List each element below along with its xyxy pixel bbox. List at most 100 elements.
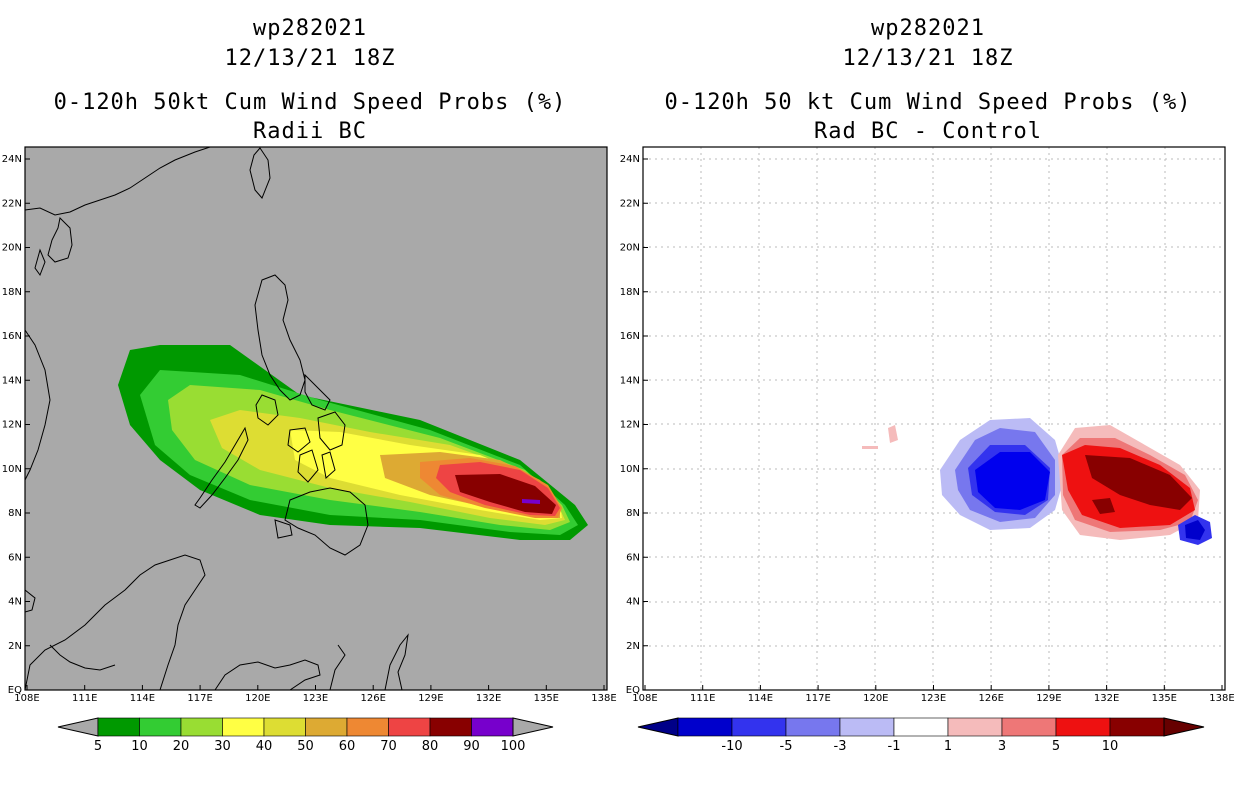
- colorbar-label: -3: [834, 739, 847, 754]
- left-axis-ticks: 108E 111E 114E 117E 120E 123E 126E 129E 132E 135E…: [2, 154, 617, 704]
- colorbar-label: 10: [1102, 739, 1119, 754]
- y-tick-label: 18N: [620, 287, 640, 298]
- y-tick-label: 24N: [620, 154, 640, 165]
- colorbar-label: 80: [422, 739, 439, 754]
- colorbar-max-arrow: [512, 717, 554, 737]
- colorbar-label: 5: [94, 739, 102, 754]
- right-difference-contours: [862, 418, 1212, 545]
- x-tick-label: 114E: [130, 693, 155, 704]
- right-title-storm-id: wp282021: [871, 16, 985, 41]
- colorbar-swatch: [222, 717, 265, 737]
- colorbar-swatch: [893, 717, 949, 737]
- colorbar-swatch: [97, 717, 140, 737]
- colorbar-label: 10: [131, 739, 148, 754]
- colorbar-label: 90: [463, 739, 480, 754]
- colorbar-label: 3: [998, 739, 1006, 754]
- y-tick-label: 6N: [626, 552, 640, 563]
- colorbar-swatch: [1109, 717, 1165, 737]
- x-tick-label: 117E: [187, 693, 212, 704]
- y-tick-label: 20N: [2, 243, 22, 254]
- colorbar-label: 1: [944, 739, 952, 754]
- colorbar-label: -10: [721, 739, 742, 754]
- y-tick-label: EQ: [626, 685, 640, 696]
- x-tick-label: 126E: [978, 693, 1003, 704]
- y-tick-label: 24N: [2, 154, 22, 165]
- left-colorbar: 5 10 20 30 40 50 60 70 80 90 100: [57, 717, 554, 754]
- x-tick-label: 138E: [591, 693, 616, 704]
- right-title-product: 0-120h 50 kt Cum Wind Speed Probs (%): [664, 90, 1192, 115]
- y-tick-label: 4N: [8, 597, 22, 608]
- y-tick-label: 14N: [2, 375, 22, 386]
- y-tick-label: 12N: [2, 420, 22, 431]
- y-tick-label: EQ: [8, 685, 22, 696]
- colorbar-swatch: [346, 717, 389, 737]
- x-tick-label: 108E: [14, 693, 39, 704]
- colorbar-swatch: [180, 717, 223, 737]
- y-tick-label: 8N: [8, 508, 22, 519]
- y-tick-label: 18N: [2, 287, 22, 298]
- y-tick-label: 10N: [2, 464, 22, 475]
- y-tick-label: 2N: [626, 641, 640, 652]
- right-title-date: 12/13/21 18Z: [842, 46, 1014, 71]
- y-tick-label: 4N: [626, 597, 640, 608]
- y-tick-label: 14N: [620, 375, 640, 386]
- x-tick-label: 135E: [534, 693, 559, 704]
- left-title-date: 12/13/21 18Z: [224, 46, 396, 71]
- y-tick-label: 20N: [620, 243, 640, 254]
- left-title-subtitle: Radii BC: [253, 119, 367, 144]
- left-title-product: 0-120h 50kt Cum Wind Speed Probs (%): [53, 90, 567, 115]
- right-axis-ticks: 108E 111E 114E 117E 120E 123E 126E 129E 132E 135E…: [620, 154, 1235, 704]
- x-tick-label: 120E: [863, 693, 888, 704]
- x-tick-label: 129E: [1036, 693, 1061, 704]
- y-tick-label: 8N: [626, 508, 640, 519]
- x-tick-label: 123E: [921, 693, 946, 704]
- y-tick-label: 22N: [2, 198, 22, 209]
- colorbar-label: -5: [780, 739, 793, 754]
- y-tick-label: 16N: [620, 331, 640, 342]
- right-map-background: [643, 147, 1225, 690]
- colorbar-swatch: [305, 717, 348, 737]
- x-tick-label: 120E: [245, 693, 270, 704]
- colorbar-label: 70: [380, 739, 397, 754]
- colorbar-label: 50: [297, 739, 314, 754]
- colorbar-label: 60: [339, 739, 356, 754]
- left-title-storm-id: wp282021: [253, 16, 367, 41]
- x-tick-label: 126E: [360, 693, 385, 704]
- x-tick-label: 108E: [632, 693, 657, 704]
- colorbar-swatch: [785, 717, 841, 737]
- y-tick-label: 2N: [8, 641, 22, 652]
- x-tick-label: 138E: [1209, 693, 1234, 704]
- colorbar-swatch: [839, 717, 895, 737]
- colorbar-swatch: [731, 717, 787, 737]
- colorbar-swatch: [388, 717, 431, 737]
- left-probability-contours: [118, 345, 588, 540]
- colorbar-swatch: [139, 717, 182, 737]
- x-tick-label: 114E: [748, 693, 773, 704]
- right-title-subtitle: Rad BC - Control: [814, 119, 1042, 144]
- colorbar-min-arrow: [57, 717, 99, 737]
- colorbar-swatch: [429, 717, 472, 737]
- x-tick-label: 132E: [1094, 693, 1119, 704]
- right-gridlines: [643, 147, 1225, 690]
- colorbar-label: 30: [214, 739, 231, 754]
- x-tick-label: 132E: [476, 693, 501, 704]
- x-tick-label: 111E: [72, 693, 97, 704]
- colorbar-swatch: [263, 717, 306, 737]
- colorbar-swatch: [471, 717, 514, 737]
- right-colorbar: -10 -5 -3 -1 1 3 5 10: [637, 717, 1205, 754]
- colorbar-swatch: [677, 717, 733, 737]
- y-tick-label: 12N: [620, 420, 640, 431]
- y-tick-label: 10N: [620, 464, 640, 475]
- colorbar-label: -1: [888, 739, 901, 754]
- y-tick-label: 16N: [2, 331, 22, 342]
- x-tick-label: 111E: [690, 693, 715, 704]
- colorbar-max-arrow: [1163, 717, 1205, 737]
- colorbar-label: 100: [501, 739, 526, 754]
- colorbar-label: 5: [1052, 739, 1060, 754]
- x-tick-label: 129E: [418, 693, 443, 704]
- x-tick-label: 135E: [1152, 693, 1177, 704]
- x-tick-label: 123E: [303, 693, 328, 704]
- colorbar-swatch: [1001, 717, 1057, 737]
- y-tick-label: 22N: [620, 198, 640, 209]
